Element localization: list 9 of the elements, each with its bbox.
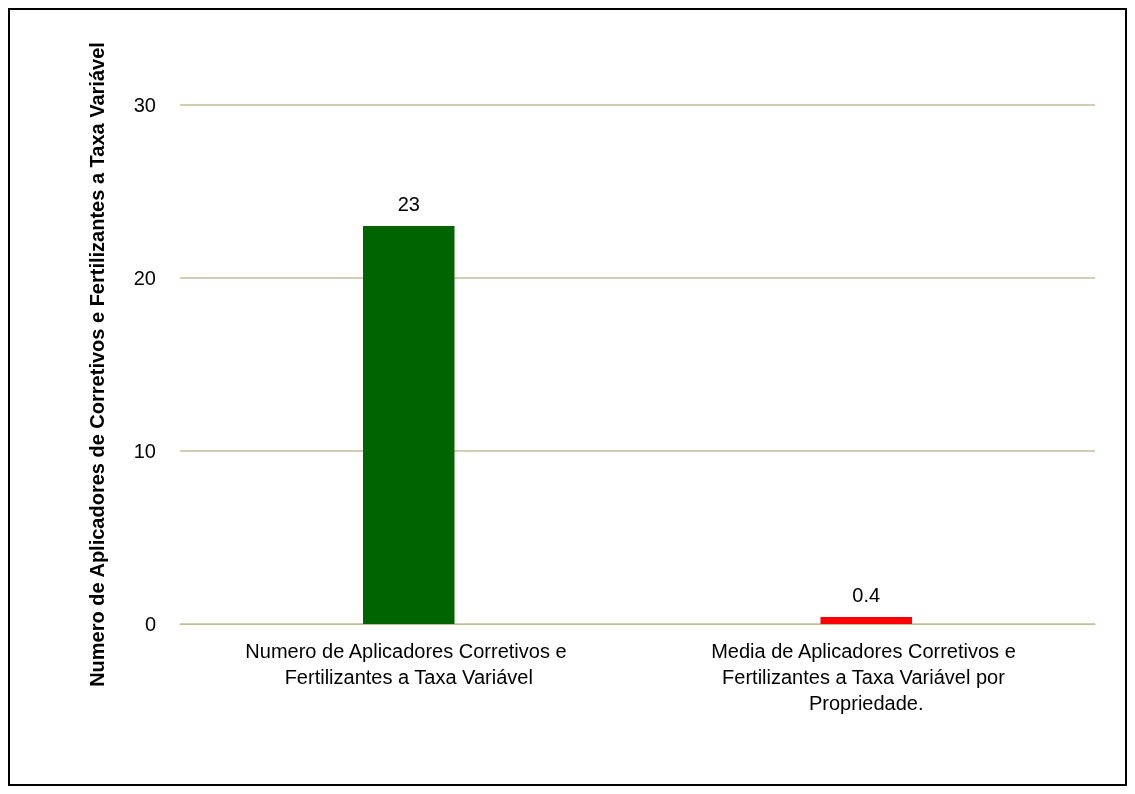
data-label: 23 — [397, 193, 420, 216]
data-label: 0.4 — [852, 584, 881, 607]
y-tick-label: 30 — [133, 94, 156, 116]
y-tick-label: 10 — [133, 440, 156, 462]
x-tick-label: Media de Aplicadores Corretivos e Fertilizantes a Taxa Variável por Propriedade. — [711, 640, 1022, 714]
x-tick-label: Numero de Aplicadores Corretivos e Fertilizantes a Taxa Variável — [245, 640, 573, 688]
y-axis-title: Numero de Aplicadores de Corretivos e Fertilizantes a Taxa Variável — [86, 42, 108, 687]
y-tick-label: 20 — [133, 267, 156, 289]
y-tick-label: 0 — [144, 613, 156, 635]
